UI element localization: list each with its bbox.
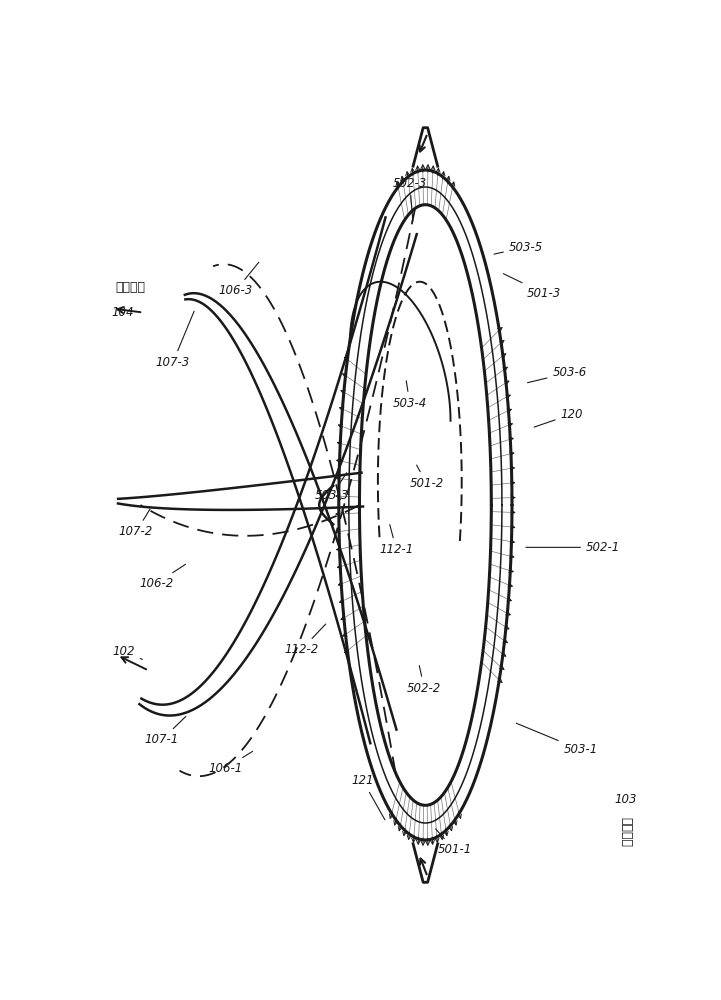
Text: 121: 121 [352, 774, 385, 820]
Text: 502-3: 502-3 [393, 177, 427, 221]
Text: 503-3: 503-3 [314, 473, 349, 502]
Text: 106-1: 106-1 [208, 751, 252, 775]
Text: 502-1: 502-1 [526, 541, 620, 554]
Text: 104: 104 [111, 306, 134, 319]
Text: 503-1: 503-1 [516, 723, 598, 756]
Text: 107-1: 107-1 [144, 716, 186, 746]
Text: 502-2: 502-2 [407, 666, 441, 695]
Text: 503-4: 503-4 [393, 381, 427, 410]
Text: 501-1: 501-1 [435, 829, 472, 856]
Text: 上游端部: 上游端部 [619, 817, 632, 847]
Text: 106-3: 106-3 [218, 262, 259, 297]
Text: 107-2: 107-2 [119, 509, 153, 538]
Text: 下游端部: 下游端部 [115, 281, 145, 294]
Text: 106-2: 106-2 [139, 564, 185, 590]
Text: 107-3: 107-3 [156, 311, 194, 369]
Text: 103: 103 [614, 793, 637, 806]
Text: 501-2: 501-2 [410, 465, 443, 490]
Text: 503-6: 503-6 [528, 366, 587, 383]
Text: 501-3: 501-3 [503, 274, 561, 300]
Text: 120: 120 [534, 408, 583, 427]
Text: 112-2: 112-2 [284, 624, 326, 656]
Text: 102: 102 [112, 645, 142, 659]
Text: 112-1: 112-1 [379, 525, 413, 556]
Text: 503-5: 503-5 [494, 241, 543, 254]
